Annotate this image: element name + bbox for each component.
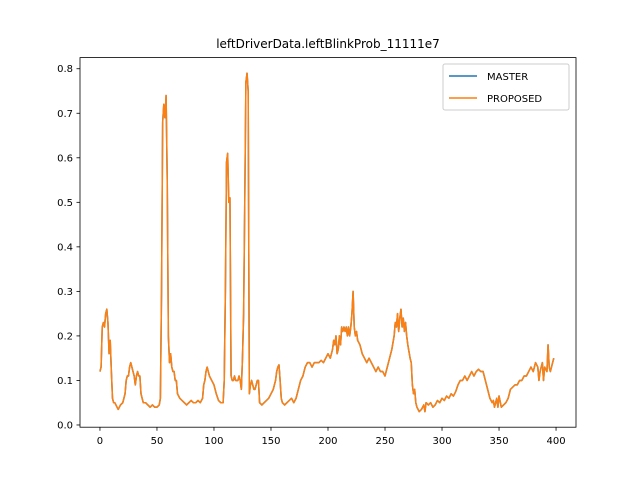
y-tick-label: 0.2 <box>57 331 73 342</box>
x-tick-label: 250 <box>375 436 394 447</box>
y-tick-label: 0.1 <box>57 376 73 387</box>
x-tick-label: 300 <box>432 436 451 447</box>
x-tick-label: 200 <box>318 436 337 447</box>
y-tick-label: 0.5 <box>57 198 73 209</box>
y-tick-label: 0.3 <box>57 287 73 298</box>
x-tick-label: 150 <box>261 436 280 447</box>
x-tick-label: 350 <box>489 436 508 447</box>
y-axis: 0.0 0.1 0.2 0.3 0.4 0.5 0.6 0.7 0.8 <box>57 64 80 431</box>
series-line-proposed <box>99 72 555 413</box>
y-tick-label: 0.0 <box>57 420 73 431</box>
legend-label-master: MASTER <box>487 72 528 83</box>
chart-title: leftDriverData.leftBlinkProb_11111e7 <box>216 37 440 51</box>
x-tick-label: 100 <box>204 436 223 447</box>
legend: MASTER PROPOSED <box>442 63 570 111</box>
x-tick-label: 0 <box>97 436 103 447</box>
x-tick-label: 400 <box>546 436 565 447</box>
x-tick-label: 50 <box>151 436 164 447</box>
legend-label-proposed: PROPOSED <box>487 94 542 105</box>
x-axis: 0 50 100 150 200 250 300 350 400 <box>97 427 566 447</box>
series-layer <box>99 72 555 413</box>
y-tick-label: 0.6 <box>57 153 73 164</box>
y-tick-label: 0.8 <box>57 64 73 75</box>
y-tick-label: 0.4 <box>57 242 73 253</box>
y-tick-label: 0.7 <box>57 109 73 120</box>
